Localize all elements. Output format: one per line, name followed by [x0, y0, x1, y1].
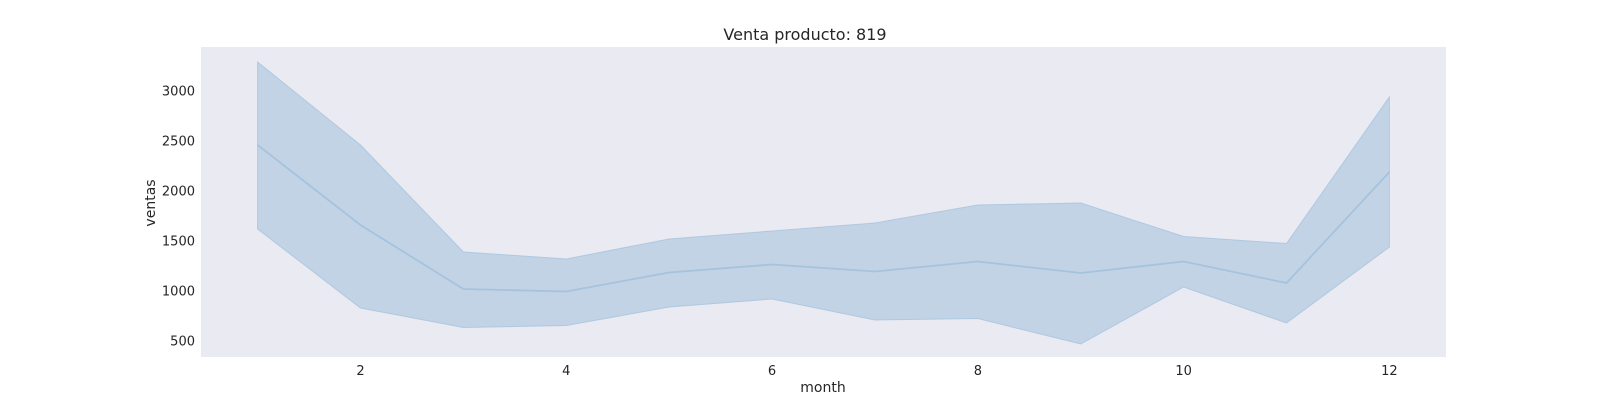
data-point — [1285, 281, 1289, 285]
x-tick-label: 12 — [1381, 364, 1398, 379]
x-tick-label: 10 — [1175, 364, 1192, 379]
y-axis-label: ventas — [143, 179, 159, 226]
chart-title: Venta producto: 819 — [723, 25, 886, 44]
y-tick-label: 2500 — [162, 135, 195, 150]
y-tick-label: 3000 — [162, 85, 195, 100]
y-axis-ticks: 500 1000 1500 2000 2500 3000 — [162, 85, 195, 350]
data-point — [358, 223, 362, 227]
data-point — [770, 263, 774, 267]
data-point — [256, 143, 260, 147]
x-tick-label: 4 — [562, 364, 570, 379]
x-axis-label: month — [800, 380, 845, 396]
data-point — [1182, 260, 1186, 264]
y-tick-label: 1500 — [162, 235, 195, 250]
y-tick-label: 2000 — [162, 185, 195, 200]
x-tick-label: 6 — [768, 364, 776, 379]
x-tick-label: 2 — [356, 364, 364, 379]
x-tick-label: 8 — [974, 364, 982, 379]
data-point — [976, 260, 980, 264]
x-axis-ticks: 2 4 6 8 10 12 — [356, 364, 1397, 379]
plot-layer — [256, 60, 1391, 345]
data-point — [461, 287, 465, 291]
data-point — [564, 290, 568, 294]
confidence-band — [257, 60, 1390, 345]
data-point — [1387, 170, 1391, 174]
data-point — [873, 270, 877, 274]
y-tick-label: 500 — [170, 335, 195, 350]
data-point — [1079, 271, 1083, 275]
data-point — [667, 271, 671, 275]
y-tick-label: 1000 — [162, 285, 195, 300]
series-line — [257, 144, 1391, 293]
